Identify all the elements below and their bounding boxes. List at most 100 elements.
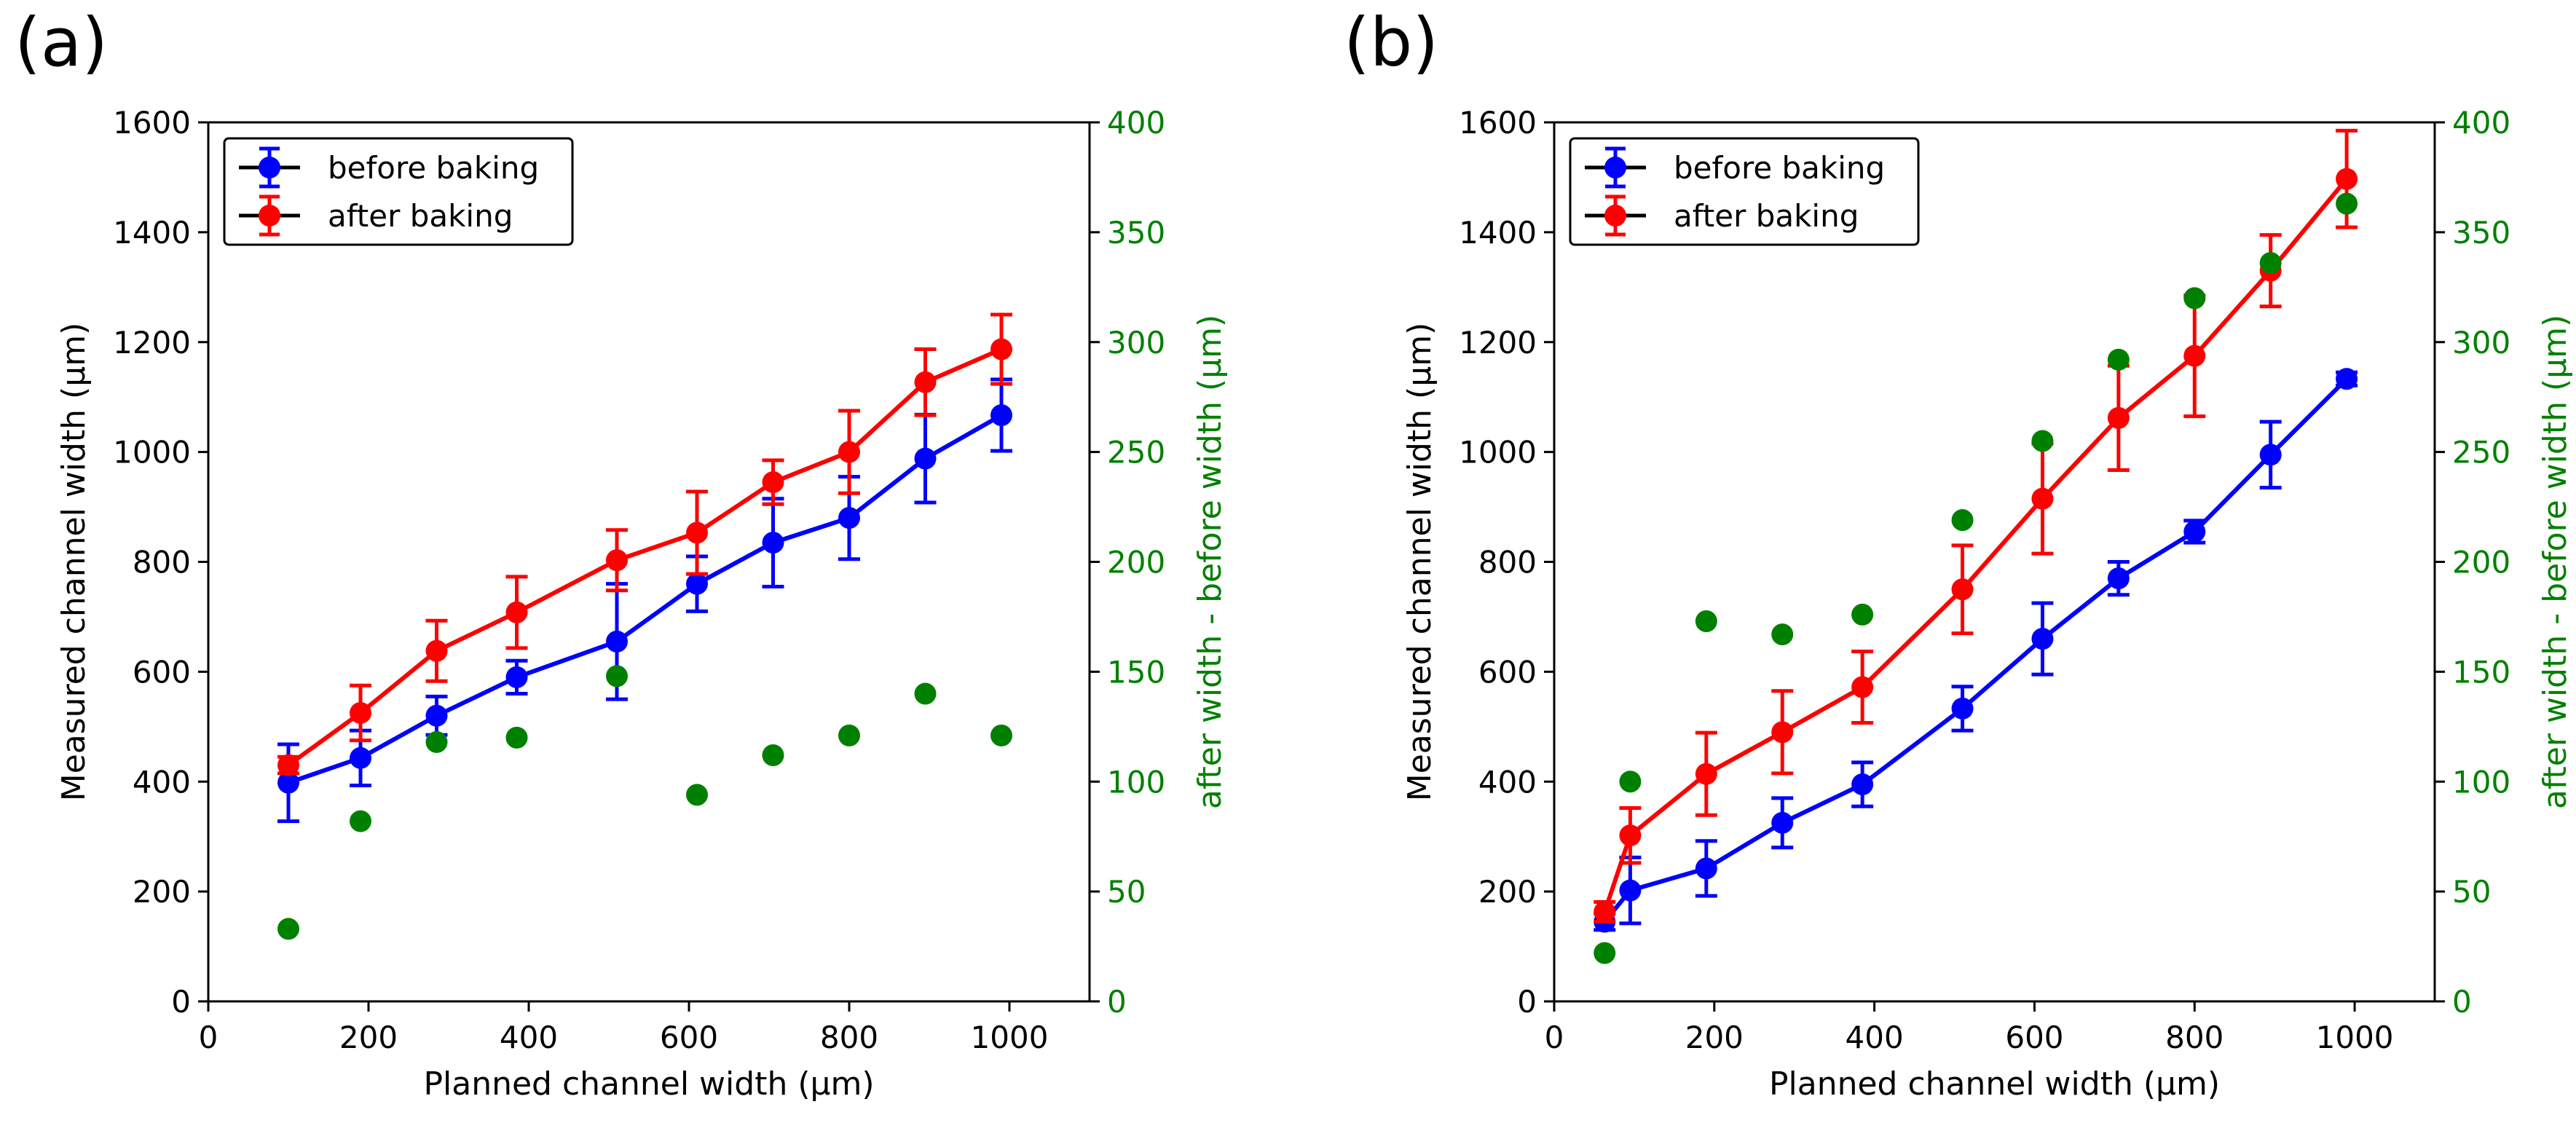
- y2-tick-label: 400: [2452, 105, 2510, 141]
- x-tick-label: 800: [2165, 1020, 2224, 1055]
- after-baking-point: [2336, 168, 2358, 190]
- y-tick-label: 600: [1478, 654, 1537, 690]
- y-tick-label: 400: [1478, 764, 1537, 800]
- y-tick-label: 600: [133, 654, 191, 690]
- legend-box: [1569, 137, 1920, 246]
- y-tick-label: 1600: [113, 105, 191, 141]
- before-baking-point: [1695, 857, 1717, 880]
- y2-tick-label: 200: [2452, 545, 2510, 580]
- difference-point: [1619, 771, 1642, 793]
- y2-tick-label: 50: [2452, 874, 2491, 910]
- x-tick-label: 400: [1846, 1020, 1904, 1055]
- after-baking-point: [762, 471, 784, 494]
- y2-tick-label: 150: [2452, 654, 2510, 690]
- y2-tick-label: 300: [1107, 325, 1165, 360]
- y-tick-label: 1200: [1459, 325, 1537, 360]
- difference-point: [686, 784, 708, 806]
- difference-point: [2259, 252, 2282, 275]
- difference-point: [1851, 603, 1874, 626]
- y2-tick-label: 100: [2452, 764, 2510, 800]
- y2-tick-label: 250: [1107, 435, 1165, 470]
- y2-tick-label: 350: [1107, 215, 1165, 251]
- y-tick-label: 400: [133, 764, 191, 800]
- panel-b: (b)0 200 400 600 800 100002004006008001000120…: [1344, 4, 2574, 1103]
- difference-point: [350, 810, 371, 832]
- axes-frame: [207, 121, 1091, 1003]
- x-tick-label: 1000: [2316, 1020, 2394, 1055]
- after-baking-point: [2107, 406, 2130, 429]
- x-tick-label: 200: [339, 1020, 398, 1055]
- y2-tick-label: 350: [2452, 215, 2510, 251]
- difference-point: [1951, 509, 1974, 532]
- difference-point: [1771, 623, 1794, 646]
- before-baking-point: [606, 630, 628, 653]
- y-tick-label: 0: [1517, 984, 1537, 1020]
- y-axis-label: Measured channel width (μm): [55, 323, 92, 801]
- legend-label: before baking: [1674, 150, 1885, 186]
- before-baking-point: [350, 746, 371, 769]
- before-baking-point: [1619, 879, 1642, 902]
- plot-area: [277, 312, 1012, 940]
- y-tick-label: 200: [1478, 874, 1537, 910]
- y2-tick-label: 250: [2452, 435, 2510, 470]
- difference-point: [990, 724, 1012, 746]
- difference-point: [1695, 610, 1717, 632]
- after-baking-line: [287, 347, 1003, 768]
- y2-axis-label: after width - before width (μm): [2537, 315, 2574, 809]
- after-baking-line: [1602, 177, 2349, 913]
- legend-label: after baking: [1674, 198, 1859, 234]
- legend-marker: [1604, 157, 1626, 178]
- x-tick-label: 600: [660, 1020, 718, 1055]
- plot-area: [1594, 128, 2358, 964]
- before-baking-point: [277, 771, 299, 794]
- axes-frame: [1553, 121, 2436, 1003]
- x-tick-label: 200: [1685, 1020, 1744, 1055]
- y-tick-label: 1000: [113, 435, 191, 470]
- y2-axis-label: after width - before width (μm): [1192, 315, 1229, 809]
- before-baking-point: [914, 447, 937, 470]
- legend-label: before baking: [328, 150, 539, 186]
- before-baking-point: [505, 666, 528, 688]
- difference-point: [762, 744, 784, 767]
- before-baking-point: [425, 704, 448, 727]
- x-axis-label: Planned channel width (μm): [1769, 1065, 2220, 1103]
- x-tick-label: 800: [820, 1020, 878, 1055]
- difference-point: [277, 918, 299, 940]
- difference-point: [1594, 942, 1616, 964]
- y-tick-label: 1600: [1459, 105, 1537, 141]
- y-axis-label: Measured channel width (μm): [1401, 323, 1438, 801]
- after-baking-point: [838, 441, 860, 463]
- y2-tick-label: 50: [1107, 874, 1146, 910]
- y2-tick-label: 300: [2452, 325, 2510, 360]
- after-baking-point: [350, 701, 371, 724]
- legend-marker: [259, 205, 280, 226]
- y-tick-label: 1000: [1459, 435, 1537, 470]
- y2-tick-label: 100: [1107, 764, 1165, 800]
- after-baking-point: [990, 338, 1012, 360]
- after-baking-point: [1951, 578, 1974, 601]
- difference-point: [2031, 430, 2054, 452]
- difference-point: [2183, 287, 2206, 310]
- x-tick-label: 1000: [971, 1020, 1049, 1055]
- y2-tick-label: 200: [1107, 545, 1165, 580]
- before-baking-point: [1951, 697, 1974, 720]
- y2-tick-label: 0: [2452, 984, 2472, 1020]
- y2-tick-label: 0: [1107, 984, 1127, 1020]
- before-baking-point: [990, 404, 1012, 427]
- after-baking-point: [1695, 763, 1717, 785]
- y-tick-label: 1400: [1459, 215, 1537, 251]
- before-baking-point: [1771, 811, 1794, 834]
- after-baking-point: [1851, 676, 1874, 698]
- before-baking-point: [2031, 628, 2054, 650]
- legend-label: after baking: [328, 198, 513, 234]
- difference-point: [914, 682, 937, 705]
- x-tick-label: 400: [500, 1020, 558, 1055]
- y-tick-label: 1200: [113, 325, 191, 360]
- before-baking-point: [2107, 567, 2130, 590]
- before-baking-line: [288, 413, 1003, 785]
- difference-point: [838, 724, 860, 746]
- after-baking-point: [686, 521, 708, 544]
- after-baking-point: [914, 371, 937, 393]
- after-baking-point: [2183, 344, 2206, 367]
